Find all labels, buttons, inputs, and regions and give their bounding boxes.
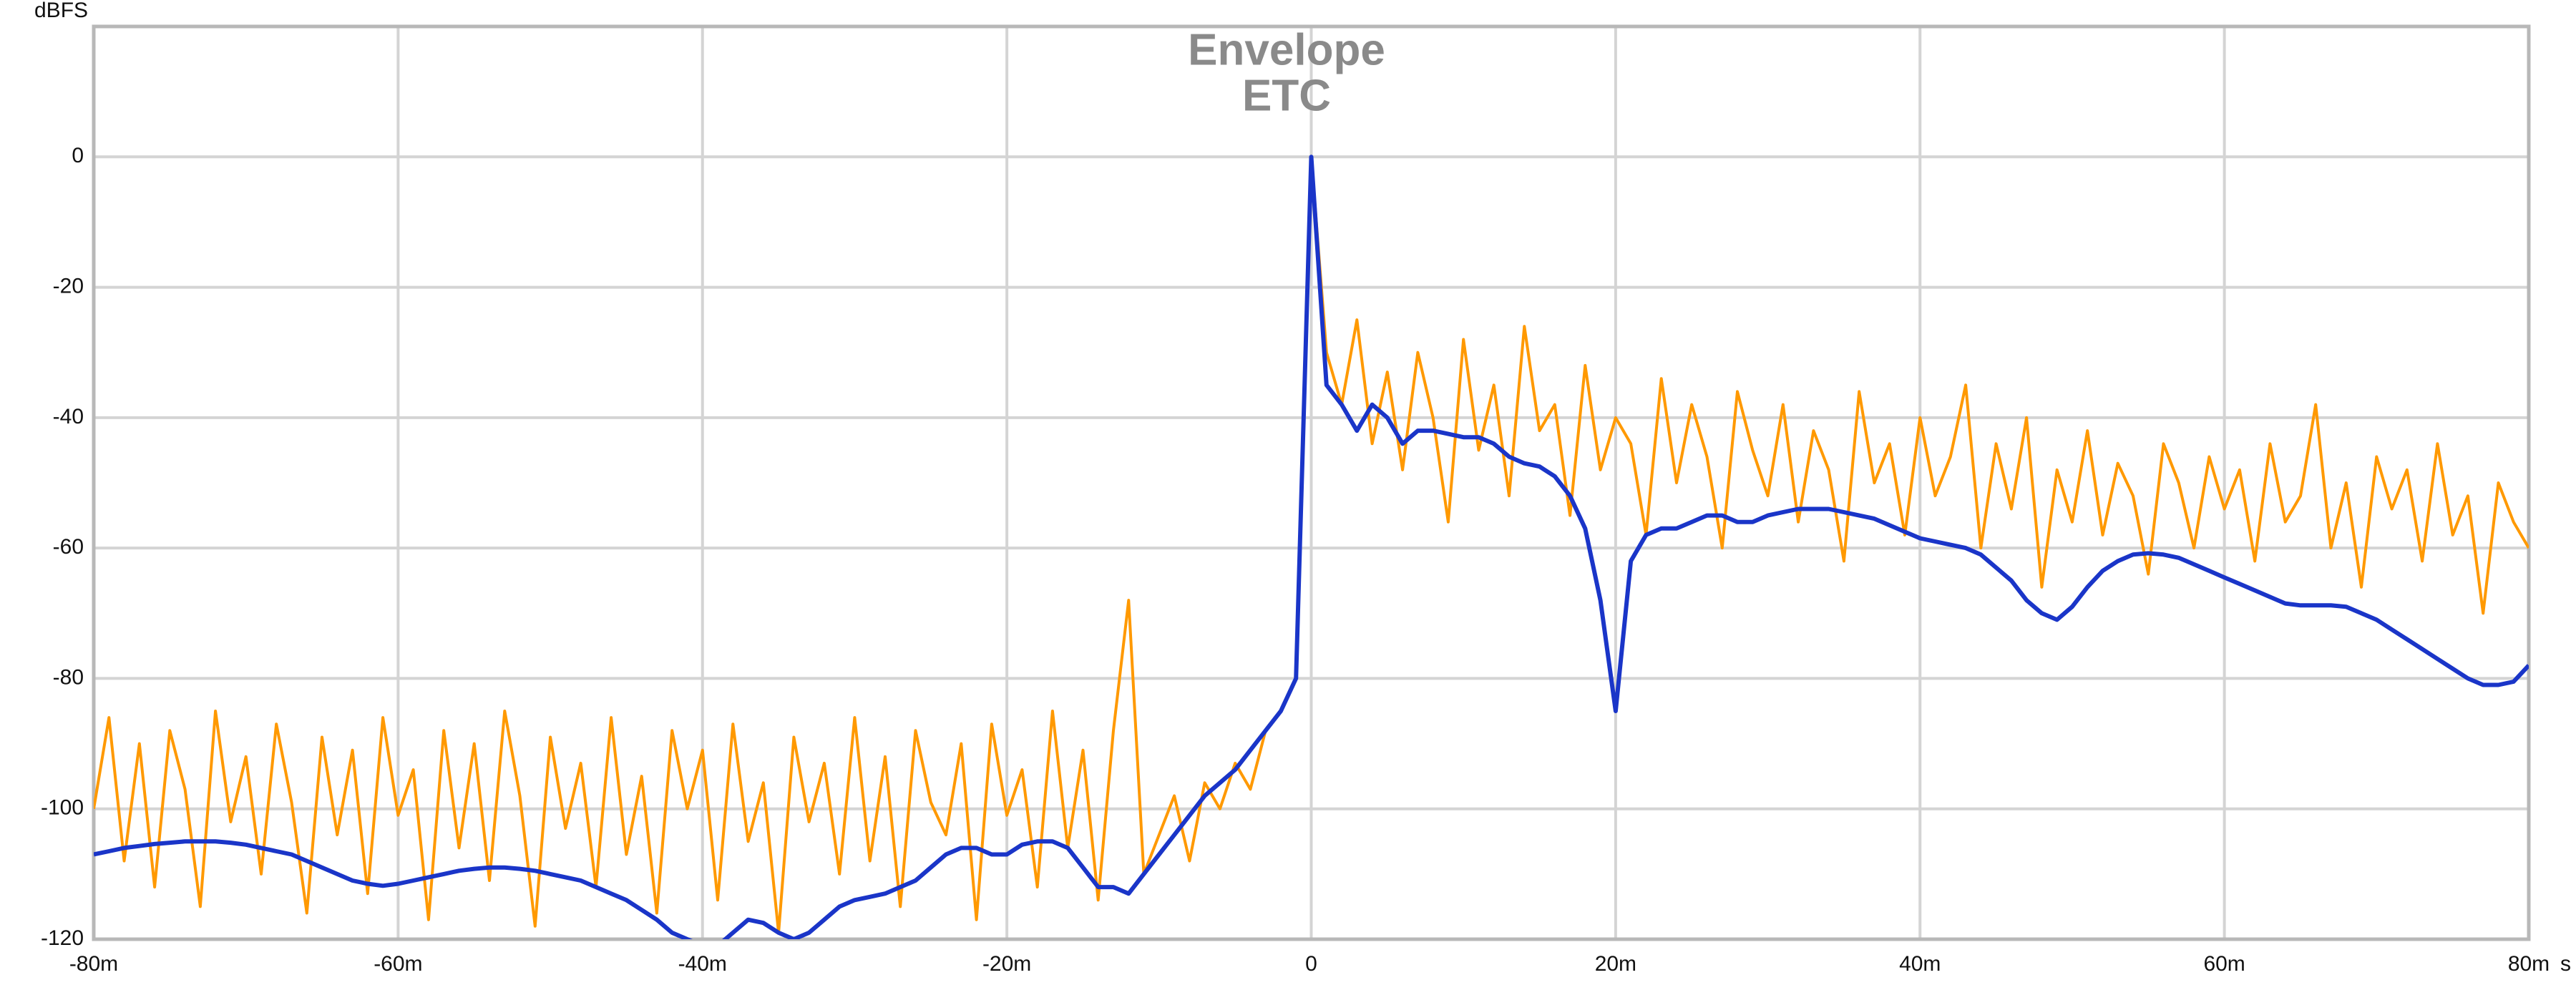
y-tick-label: -120 (41, 926, 84, 950)
x-tick-label: 80m (2508, 952, 2550, 976)
x-tick-label: -80m (69, 952, 118, 976)
y-tick-label: 0 (72, 144, 84, 167)
x-tick-label: -20m (982, 952, 1031, 976)
y-tick-label: -80 (53, 665, 84, 689)
plot-area (94, 155, 2529, 939)
y-tick-label: -100 (41, 796, 84, 820)
x-axis-unit: s (2560, 952, 2571, 976)
plot-frame (92, 24, 2531, 941)
y-tick-label: -60 (53, 535, 84, 559)
x-tick-label: 40m (1899, 952, 1941, 976)
y-tick-label: -40 (53, 405, 84, 428)
x-tick-label: 0 (1305, 952, 1317, 976)
x-tick-label: -40m (678, 952, 727, 976)
x-tick-label: 60m (2203, 952, 2245, 976)
legend-label: Envelope (1188, 25, 1385, 74)
x-tick-label: -60m (374, 952, 422, 976)
x-tick-label: 20m (1595, 952, 1636, 976)
legend-label: ETC (1242, 71, 1331, 120)
y-tick-label: -20 (53, 274, 84, 298)
y-axis-label: dBFS (34, 0, 88, 22)
series-line (94, 155, 2529, 939)
